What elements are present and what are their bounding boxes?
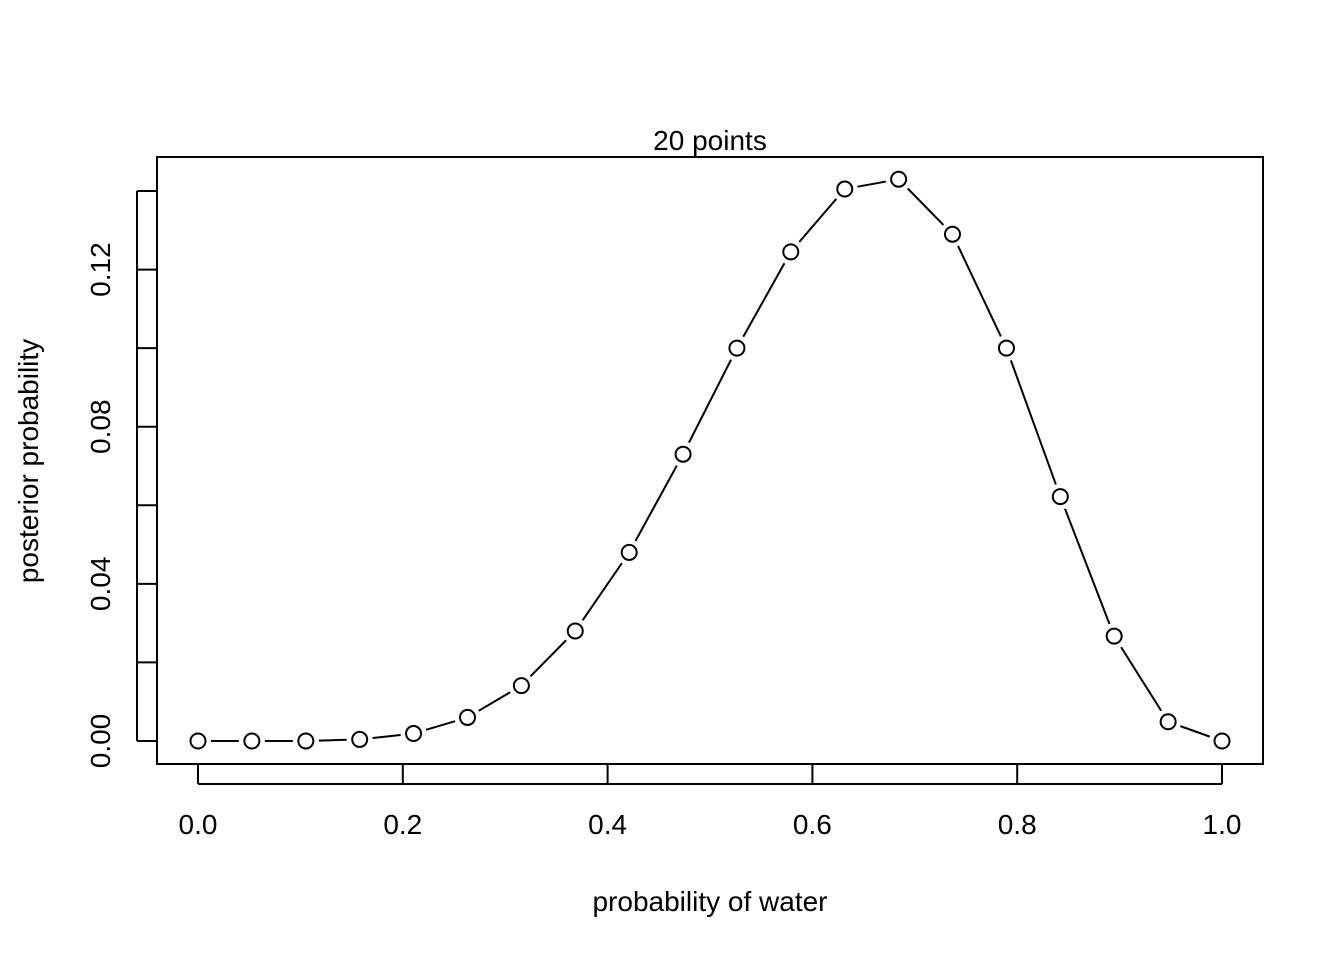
x-tick-label: 0.6	[793, 809, 832, 840]
series-posterior	[189, 170, 1231, 750]
data-point	[620, 543, 638, 561]
x-tick-label: 0.2	[383, 809, 422, 840]
data-point	[997, 339, 1015, 357]
series-segment	[907, 187, 945, 226]
data-point	[1051, 488, 1069, 506]
series-segment	[581, 562, 623, 621]
data-point	[943, 225, 961, 243]
data-point	[405, 725, 423, 743]
data-point	[1105, 627, 1123, 645]
series-segment	[1064, 508, 1111, 625]
x-axis-title: probability of water	[592, 886, 827, 917]
data-point	[890, 170, 908, 188]
y-tick-label: 0.08	[85, 399, 116, 454]
series-segment	[798, 198, 838, 243]
series-segment	[372, 733, 401, 740]
series-segment	[688, 359, 732, 444]
data-point	[297, 732, 315, 750]
data-point	[1213, 732, 1231, 750]
y-tick-label: 0.04	[85, 557, 116, 612]
data-point	[566, 622, 584, 640]
x-axis: 0.0 0.2 0.4 0.6 0.8 1.0	[179, 764, 1242, 840]
x-tick-label: 0.8	[998, 809, 1037, 840]
data-point	[674, 445, 692, 463]
data-point	[243, 732, 261, 750]
plot-frame	[156, 156, 1264, 765]
data-point	[189, 732, 207, 750]
chart-title: 20 points	[653, 125, 767, 156]
x-tick-label: 1.0	[1203, 809, 1242, 840]
series-segment	[425, 720, 456, 731]
y-axis: 0.00 0.04 0.08 0.12	[85, 190, 157, 769]
series-segment	[478, 691, 511, 712]
series-segment	[529, 639, 567, 678]
data-point	[836, 180, 854, 198]
series-segment	[857, 180, 887, 188]
series-segment	[634, 465, 678, 542]
x-tick-label: 0.4	[588, 809, 627, 840]
data-point	[1159, 713, 1177, 731]
series-segment	[957, 245, 1002, 337]
series-segment	[1009, 360, 1057, 485]
y-tick-label: 0.12	[85, 242, 116, 297]
series-segment	[1180, 725, 1211, 738]
series-segment	[318, 738, 347, 742]
y-axis-title: posterior probability	[13, 339, 44, 583]
series-segment	[742, 262, 786, 338]
data-point	[459, 708, 477, 726]
data-point	[351, 730, 369, 748]
series-segment	[1120, 646, 1163, 712]
x-tick-label: 0.0	[179, 809, 218, 840]
data-point	[512, 677, 530, 695]
data-point	[728, 339, 746, 357]
y-tick-label: 0.00	[85, 714, 116, 769]
data-point	[782, 243, 800, 261]
